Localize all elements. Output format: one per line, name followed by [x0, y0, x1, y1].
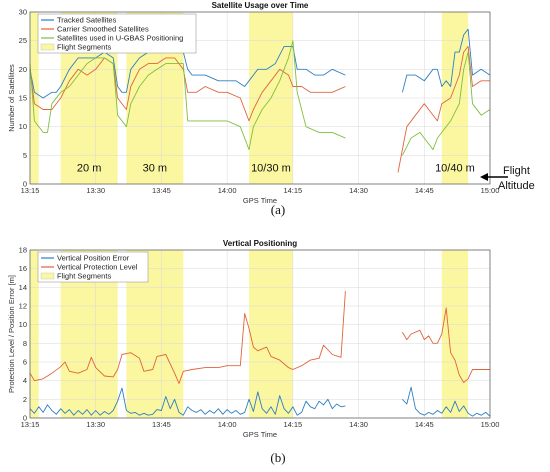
x-tick-label-7: 15:00: [481, 186, 500, 195]
segment-label-4: 10/40 m: [435, 162, 475, 174]
segment-label-1: 20 m: [77, 162, 101, 174]
legend-swatch-3: [40, 43, 55, 51]
x-tick-label-2: 13:45: [152, 186, 171, 195]
y-tick-label-1: 2: [23, 395, 27, 404]
chart-b-y-axis-label: Protection Level / Position Error [m]: [7, 275, 16, 393]
chart-a-x-axis-label: GPS Time: [243, 196, 277, 205]
altitude-annotation: Flight Altitude: [480, 165, 535, 192]
series-line-2: [29, 40, 491, 156]
x-tick-label-3: 14:00: [218, 420, 237, 429]
legend-entry-0: Tracked Satellites: [57, 16, 117, 25]
chart-a-ticks: 13:15 13:30 13:45 14:00 14:15 14:30 14:45 15:00…: [19, 8, 500, 196]
y-tick-label-2: 10: [19, 122, 27, 131]
x-tick-label-6: 14:45: [415, 186, 434, 195]
altitude-label-line1: Flight: [503, 165, 530, 177]
chart-b-x-axis-label: GPS Time: [243, 430, 277, 439]
chart-b-title: Vertical Positioning: [223, 239, 297, 248]
x-tick-label-4: 14:15: [283, 186, 302, 195]
series-line-0: [29, 386, 491, 417]
legend-swatch-2: [40, 272, 55, 280]
y-tick-label-4: 8: [23, 339, 27, 348]
x-tick-label-6: 14:45: [415, 420, 434, 429]
x-tick-label-0: 13:15: [21, 186, 40, 195]
chart-a-frame: [29, 11, 491, 185]
x-tick-label-5: 14:30: [349, 186, 368, 195]
chart-a-segment-labels: 20 m 30 m 10/30 m 10/40 m: [77, 162, 475, 174]
chart-b: 13:15 13:30 13:45 14:00 14:15 14:30 14:45 15:00…: [7, 239, 499, 439]
y-tick-label-1: 5: [23, 151, 27, 160]
chart-b-lines: [29, 291, 491, 417]
y-tick-label-3: 6: [23, 358, 27, 367]
legend-entry-3: Flight Segments: [57, 43, 111, 52]
x-tick-label-2: 13:45: [152, 420, 171, 429]
x-tick-label-0: 13:15: [21, 420, 40, 429]
chart-b-ticks: 13:15 13:30 13:45 14:00 14:15 14:30 14:45 15:00…: [19, 246, 500, 430]
chart-a-title: Satellite Usage over Time: [212, 1, 309, 10]
altitude-label-line2: Altitude: [498, 180, 535, 192]
y-tick-label-2: 4: [23, 376, 27, 385]
legend-entry-0: Vertical Position Error: [57, 254, 130, 263]
x-tick-label-5: 14:30: [349, 420, 368, 429]
legend-entry-2: Satellites used in U-GBAS Positioning: [57, 34, 183, 43]
legend-entry-1: Carrier Smoothed Satellites: [57, 25, 149, 34]
chart-a: 13:15 13:30 13:45 14:00 14:15 14:30 14:45 15:00…: [7, 1, 499, 205]
y-tick-label-0: 0: [23, 414, 27, 423]
chart-b-frame: [29, 249, 491, 419]
flight-segment-3: [249, 250, 293, 418]
flight-segment-0: [30, 250, 39, 418]
y-tick-label-7: 14: [19, 283, 27, 292]
y-tick-label-5: 10: [19, 320, 27, 329]
x-tick-label-1: 13:30: [86, 420, 105, 429]
y-tick-label-0: 0: [23, 180, 27, 189]
x-tick-label-3: 14:00: [218, 186, 237, 195]
y-tick-label-6: 12: [19, 302, 27, 311]
legend-entry-2: Flight Segments: [57, 272, 111, 281]
segment-label-3: 10/30 m: [251, 162, 291, 174]
y-tick-label-4: 20: [19, 65, 27, 74]
series-line-1: [29, 291, 490, 384]
left-arrow-icon: [480, 173, 508, 181]
y-tick-label-5: 25: [19, 36, 27, 45]
legend-box: [37, 13, 197, 54]
legend-entry-1: Vertical Protection Level: [57, 263, 138, 272]
x-tick-label-4: 14:15: [283, 420, 302, 429]
y-tick-label-8: 16: [19, 264, 27, 273]
chart-a-lines: [29, 28, 491, 173]
y-tick-label-6: 30: [19, 8, 27, 17]
flight-segment-4: [441, 250, 469, 418]
chart-a-y-axis-label: Number of Satellites: [7, 64, 16, 132]
panel-a-label: (a): [271, 202, 285, 217]
segment-label-2: 30 m: [143, 162, 167, 174]
y-tick-label-9: 18: [19, 246, 27, 255]
legend-box: [37, 251, 149, 283]
y-tick-label-3: 15: [19, 94, 27, 103]
panel-b-label: (b): [270, 450, 285, 465]
x-tick-label-7: 15:00: [481, 420, 500, 429]
x-tick-label-1: 13:30: [86, 186, 105, 195]
